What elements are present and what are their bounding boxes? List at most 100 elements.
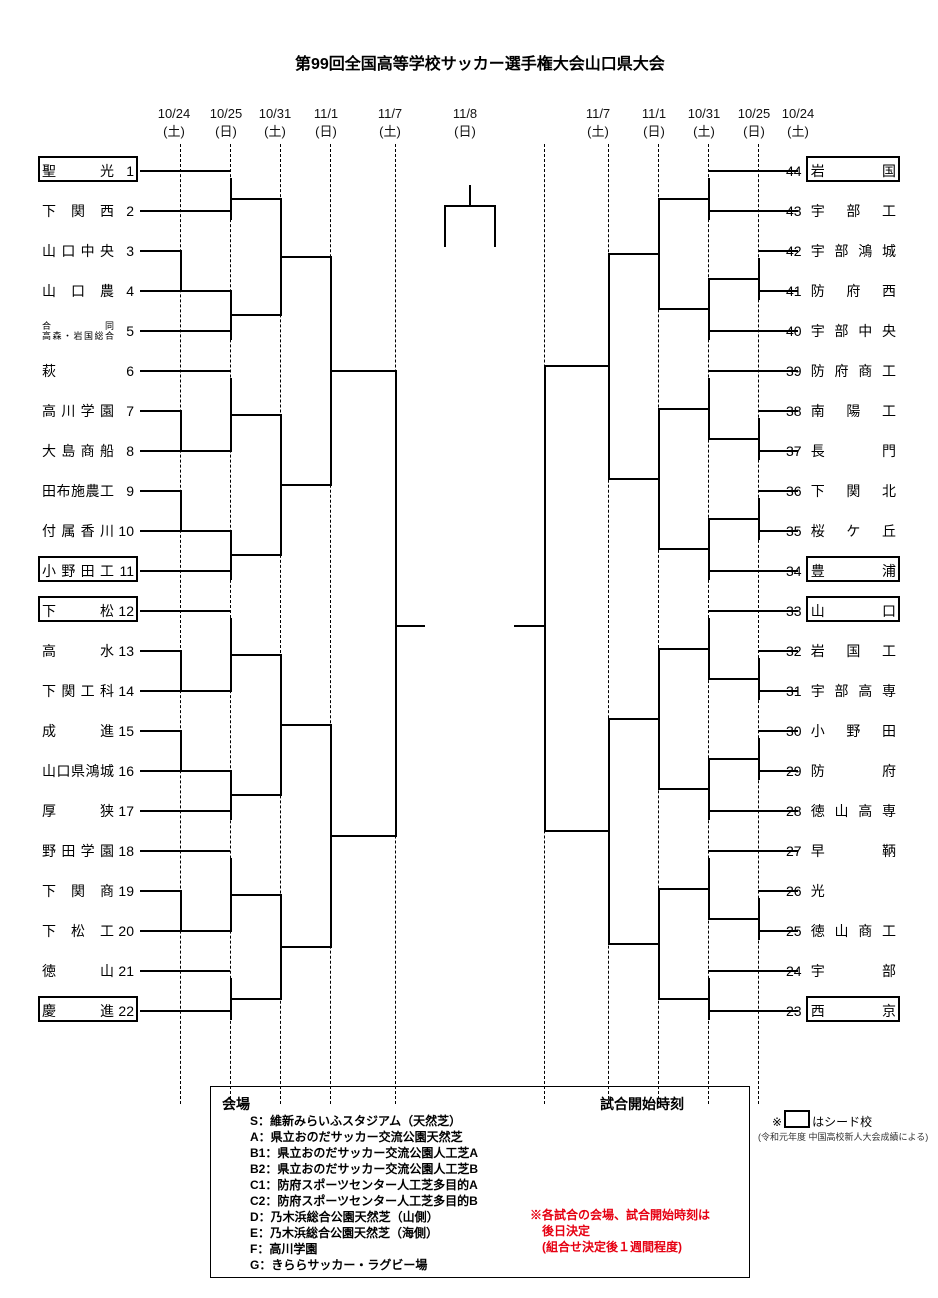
venue-line: C2：防府スポーツセンター人工芝多目的B — [250, 1192, 478, 1209]
bracket-line — [180, 490, 182, 532]
team-name: 下 関 北 — [811, 481, 896, 501]
venue-line: F：高川学園 — [250, 1240, 317, 1257]
date-header: 10/24(土) — [144, 106, 204, 140]
bracket-line — [758, 890, 798, 892]
bracket-line — [758, 290, 798, 292]
team-name: 高 水 — [42, 641, 114, 661]
bracket-line — [180, 850, 230, 852]
bracket-line — [395, 625, 425, 627]
bracket-line — [608, 478, 658, 480]
bracket-line — [708, 570, 758, 572]
bracket-line — [608, 253, 658, 255]
bracket-line — [708, 678, 758, 680]
bracket-line — [180, 530, 230, 532]
team-name: 大 島 商 船 — [42, 441, 114, 461]
bracket-line — [180, 730, 182, 772]
date-header: 10/24(土) — [768, 106, 828, 140]
bracket-line — [658, 198, 660, 310]
team-row: 31宇 部 高 専 — [786, 681, 896, 701]
bracket-line — [708, 170, 758, 172]
bracket-line — [708, 178, 710, 220]
team-row: 下 関 商19 — [42, 881, 152, 901]
bracket-line — [140, 930, 180, 932]
bracket-line — [180, 210, 230, 212]
team-row: 37長 門 — [786, 441, 896, 461]
bracket-line — [140, 410, 180, 412]
team-row: 28徳 山 高 専 — [786, 801, 896, 821]
team-number: 19 — [116, 883, 134, 899]
team-row: 24宇 部 — [786, 961, 896, 981]
team-name: 付 属 香 川 — [42, 521, 114, 541]
bracket-line — [658, 998, 708, 1000]
bracket-line — [280, 256, 330, 258]
team-number: 7 — [116, 403, 134, 419]
bracket-line — [608, 253, 610, 480]
seed-box — [38, 596, 138, 622]
bracket-line — [140, 970, 180, 972]
team-name: 下 関 商 — [42, 881, 114, 901]
team-name: 徳 山 — [42, 961, 114, 981]
bracket-line — [230, 794, 280, 796]
bracket-line — [708, 858, 710, 920]
bracket-line — [280, 946, 330, 948]
team-name: 徳 山 高 専 — [811, 801, 896, 821]
legend-box-icon — [784, 1110, 810, 1128]
seed-box — [806, 596, 900, 622]
team-row: 30小 野 田 — [786, 721, 896, 741]
bracket-line — [658, 548, 708, 550]
team-name: 光 — [811, 881, 896, 901]
bracket-line — [230, 198, 280, 200]
bracket-line — [140, 850, 180, 852]
bracket-line — [140, 290, 180, 292]
bracket-line — [180, 250, 182, 292]
team-row: 萩6 — [42, 361, 152, 381]
team-row: 徳 山21 — [42, 961, 152, 981]
bracket-line — [758, 770, 798, 772]
bracket-line — [708, 618, 710, 680]
venue-line: B1：県立おのだサッカー交流公園人工芝A — [250, 1144, 478, 1161]
bracket-line — [140, 610, 180, 612]
team-name: 田布施農工 — [42, 481, 114, 501]
team-number: 20 — [116, 923, 134, 939]
bracket-line — [658, 408, 708, 410]
venue-line: E：乃木浜総合公園天然芝（海側） — [250, 1224, 438, 1241]
bracket-line — [758, 370, 798, 372]
bracket-line — [758, 930, 798, 932]
team-name: 下 松 工 — [42, 921, 114, 941]
team-number: 17 — [116, 803, 134, 819]
date-header: 11/1(日) — [296, 106, 356, 140]
bracket-line — [658, 788, 708, 790]
team-row: 29防 府 — [786, 761, 896, 781]
seed-box — [806, 996, 900, 1022]
bracket-line — [395, 370, 397, 837]
bracket-line — [230, 998, 280, 1000]
legend-prefix: ※ — [772, 1115, 782, 1129]
team-number: 5 — [116, 323, 134, 339]
team-row: 27早 鞆 — [786, 841, 896, 861]
team-name: 防 府 商 工 — [811, 361, 896, 381]
team-number: 2 — [116, 203, 134, 219]
team-name: 早 鞆 — [811, 841, 896, 861]
bracket-line — [514, 625, 544, 627]
bracket-line — [140, 370, 180, 372]
bracket-line — [180, 610, 230, 612]
bracket-line — [140, 770, 180, 772]
bracket-line — [330, 835, 395, 837]
team-row: 下 関 西2 — [42, 201, 152, 221]
seed-box — [38, 996, 138, 1022]
bracket-line — [658, 648, 708, 650]
team-name: 徳 山 商 工 — [811, 921, 896, 941]
team-row: 下関工科14 — [42, 681, 152, 701]
bracket-line — [544, 365, 546, 832]
bracket-line — [544, 830, 608, 832]
team-number: 16 — [116, 763, 134, 779]
bracket-line — [658, 408, 660, 550]
bracket-line — [608, 718, 610, 945]
team-row: 高 水13 — [42, 641, 152, 661]
page-title: 第99回全国高等学校サッカー選手権大会山口県大会 — [295, 50, 665, 74]
team-name: 山 口 中 央 — [42, 241, 114, 261]
team-name: 宇 部 高 専 — [811, 681, 896, 701]
bracket-line — [140, 570, 180, 572]
bracket-line — [444, 205, 446, 247]
venue-header: 会場 — [222, 1094, 250, 1114]
